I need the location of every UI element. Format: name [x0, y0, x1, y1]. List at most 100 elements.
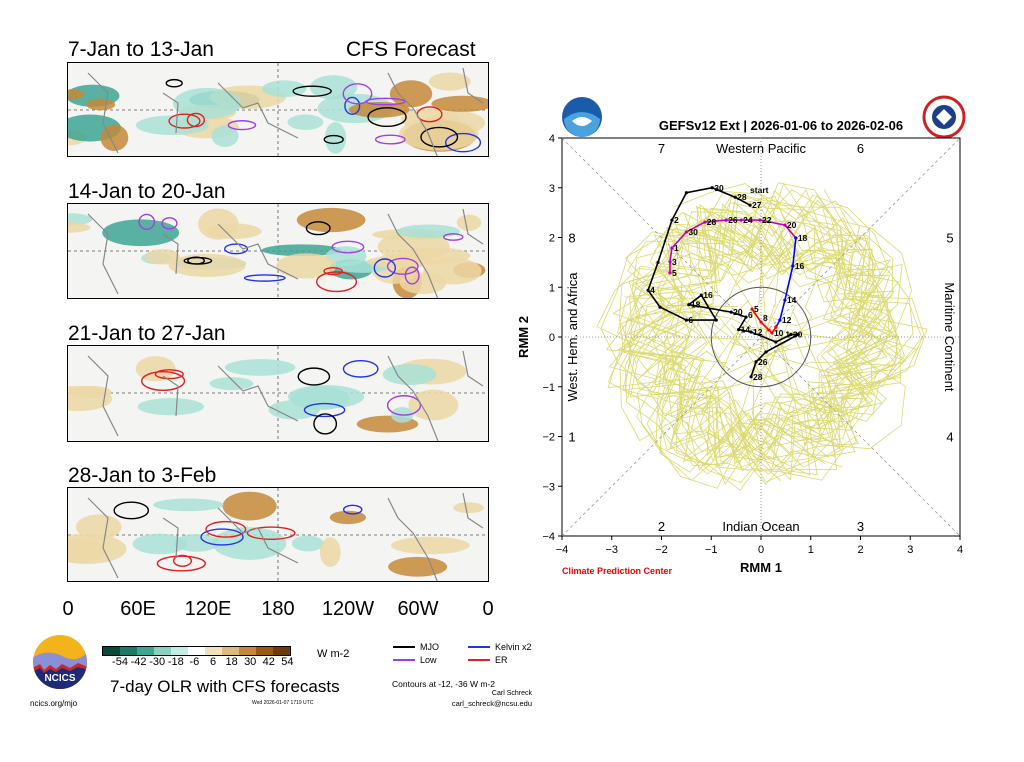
olr-anomaly — [68, 533, 127, 565]
rmm-day-label: 22 — [762, 215, 772, 225]
ncics-logo: NCICS — [33, 635, 87, 689]
ensemble-member-line — [624, 191, 861, 481]
rmm-point — [778, 318, 782, 322]
site-link[interactable]: ncics.org/mjo — [30, 699, 78, 708]
rmm-day-label: 30 — [714, 183, 724, 193]
legend-label: ER — [495, 655, 508, 665]
olr-anomaly — [296, 207, 366, 233]
olr-anomaly — [319, 537, 341, 568]
phase-divider — [561, 137, 961, 537]
olr-map-4 — [67, 487, 489, 582]
map-x-tick: 120W — [321, 598, 375, 620]
rmm-point — [658, 305, 662, 309]
rmm-day-label: 18 — [798, 233, 808, 243]
contour — [140, 371, 186, 391]
contour — [342, 83, 373, 105]
contour — [367, 107, 407, 128]
rmm-point — [733, 195, 737, 199]
rmm-point — [684, 191, 688, 195]
rmm-point — [767, 328, 771, 332]
contour — [404, 266, 420, 285]
x-tick-label: −2 — [655, 544, 668, 556]
rmm-point — [783, 298, 787, 302]
rmm-day-label: 26 — [728, 215, 738, 225]
olr-anomaly — [132, 533, 187, 555]
rmm-point — [770, 331, 774, 335]
colorbar-swatch — [154, 647, 171, 655]
olr-anomaly — [168, 253, 246, 278]
olr-anomaly — [276, 253, 337, 279]
contour — [161, 217, 178, 230]
map-x-tick: 0 — [482, 598, 494, 620]
legend-line — [393, 646, 415, 648]
svg-text:NCICS: NCICS — [44, 673, 75, 684]
author-email: carl_schreck@ncsu.edu — [451, 699, 532, 708]
rmm-day-label: 18 — [691, 300, 701, 310]
y-axis-label: RMM 2 — [516, 316, 531, 358]
colorbar-label: -6 — [189, 656, 200, 668]
colorbar-label: -42 — [130, 656, 147, 668]
olr-anomaly — [153, 498, 224, 512]
legend-label: Low — [420, 655, 437, 665]
phase-label: 5 — [946, 231, 953, 246]
phase-label: 6 — [857, 141, 864, 156]
olr-anomaly — [68, 89, 85, 100]
rmm-day-label: 8 — [763, 313, 768, 323]
x-tick-label: −3 — [605, 544, 618, 556]
ensemble-member-line — [636, 203, 923, 481]
olr-anomaly — [287, 114, 324, 130]
rmm-day-label: 14 — [741, 325, 751, 335]
olr-anomaly — [399, 117, 479, 151]
ensemble-member-line — [628, 194, 899, 486]
colorbar-swatch — [188, 647, 205, 655]
olr-anomaly — [456, 214, 482, 231]
legend-line — [468, 659, 490, 661]
olr-map-1 — [67, 62, 489, 157]
rmm-trajectory-line — [647, 186, 799, 378]
contour — [165, 78, 183, 88]
start-label: start — [750, 185, 769, 195]
contours-note: Contours at -12, -36 W m-2 — [392, 679, 495, 689]
contour — [442, 233, 464, 241]
rmm-day-label: 24 — [743, 215, 753, 225]
rmm-point — [668, 260, 672, 264]
olr-anomaly — [309, 75, 358, 100]
ensemble-member-line — [663, 196, 913, 462]
rmm-point — [744, 315, 748, 319]
olr-anomaly — [68, 213, 93, 226]
contour — [444, 132, 482, 153]
olr-anomaly — [388, 556, 448, 577]
coastline — [87, 350, 484, 441]
legend-item: MJO — [393, 642, 439, 652]
olr-anomaly — [224, 359, 296, 376]
rmm-point — [764, 350, 768, 354]
phase-label: 2 — [658, 519, 665, 534]
contour — [243, 274, 286, 282]
rmm-trajectory-line — [775, 237, 797, 328]
contour — [386, 257, 419, 275]
rmm-point — [796, 332, 800, 337]
contour — [172, 554, 193, 567]
y-tick-label: 4 — [549, 133, 555, 145]
rmm-day-label: 6 — [748, 310, 753, 320]
contour — [305, 221, 331, 236]
map-x-tick: 60W — [397, 598, 439, 620]
legend-item: Kelvin x2 — [468, 642, 532, 652]
map-x-tick: 120E — [184, 598, 232, 620]
contour — [200, 528, 244, 546]
contour — [303, 402, 346, 418]
olr-anomaly — [408, 389, 459, 421]
rmm-point — [646, 288, 650, 292]
rmm-day-label: 20 — [787, 220, 797, 230]
olr-anomaly — [348, 101, 410, 118]
rmm-point — [724, 218, 728, 222]
contour — [373, 258, 396, 278]
rmm-point — [774, 325, 778, 329]
rmm-day-label: 12 — [782, 315, 792, 325]
rmm-point — [656, 260, 660, 264]
colorbar-swatch — [222, 647, 239, 655]
olr-anomaly — [144, 249, 180, 265]
ensemble-member-line — [628, 224, 894, 459]
olr-anomaly — [377, 232, 450, 262]
olr-anomaly — [324, 122, 347, 154]
